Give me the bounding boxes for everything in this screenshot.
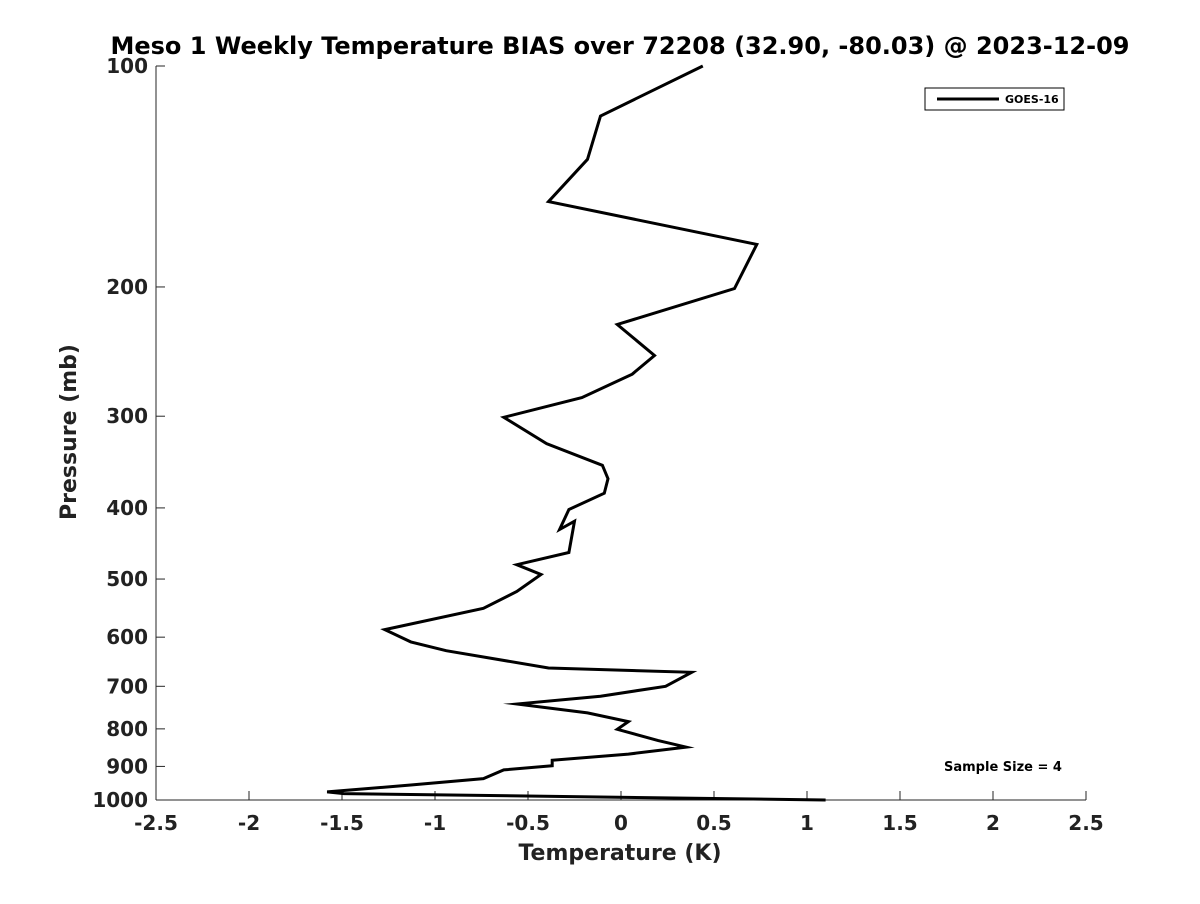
series-line-goes-16 <box>326 64 826 802</box>
x-tick-label: -1.5 <box>320 811 364 835</box>
y-tick-label: 200 <box>106 275 148 299</box>
y-tick-label: 1000 <box>92 788 148 812</box>
y-tick-label: 300 <box>106 404 148 428</box>
x-tick-label: -0.5 <box>506 811 550 835</box>
x-tick-label: -2.5 <box>134 811 178 835</box>
legend-label-goes-16: GOES-16 <box>1005 93 1059 106</box>
y-tick-label: 600 <box>106 625 148 649</box>
series-layer <box>326 64 826 802</box>
plot-frame <box>155 66 1086 801</box>
x-tick-label: 2.5 <box>1068 811 1103 835</box>
y-axis-label: Pressure (mb) <box>57 344 82 520</box>
sample-size-annotation: Sample Size = 4 <box>944 760 1062 775</box>
y-tick-label: 500 <box>106 567 148 591</box>
y-tick-label: 700 <box>106 674 148 698</box>
y-tick-label: 400 <box>106 496 148 520</box>
x-axis-ticks: -2.5 -2 -1.5 -1 -0.5 0 0.5 1 1.5 2 2.5 <box>134 791 1104 835</box>
x-tick-label: -1 <box>424 811 446 835</box>
x-axis-label: Temperature (K) <box>518 841 721 866</box>
x-tick-label: 1.5 <box>882 811 917 835</box>
x-tick-label: -2 <box>238 811 260 835</box>
chart-title: Meso 1 Weekly Temperature BIAS over 7220… <box>110 32 1129 60</box>
legend: GOES-16 <box>924 87 1065 111</box>
y-tick-label: 900 <box>106 754 148 778</box>
x-tick-label: 1 <box>800 811 814 835</box>
x-tick-label: 2 <box>986 811 1000 835</box>
y-tick-label: 800 <box>106 717 148 741</box>
y-axis-ticks: 100 200 300 400 500 600 700 800 900 1000 <box>92 54 165 812</box>
x-tick-label: 0 <box>614 811 628 835</box>
x-tick-label: 0.5 <box>696 811 731 835</box>
y-tick-label: 100 <box>106 54 148 78</box>
